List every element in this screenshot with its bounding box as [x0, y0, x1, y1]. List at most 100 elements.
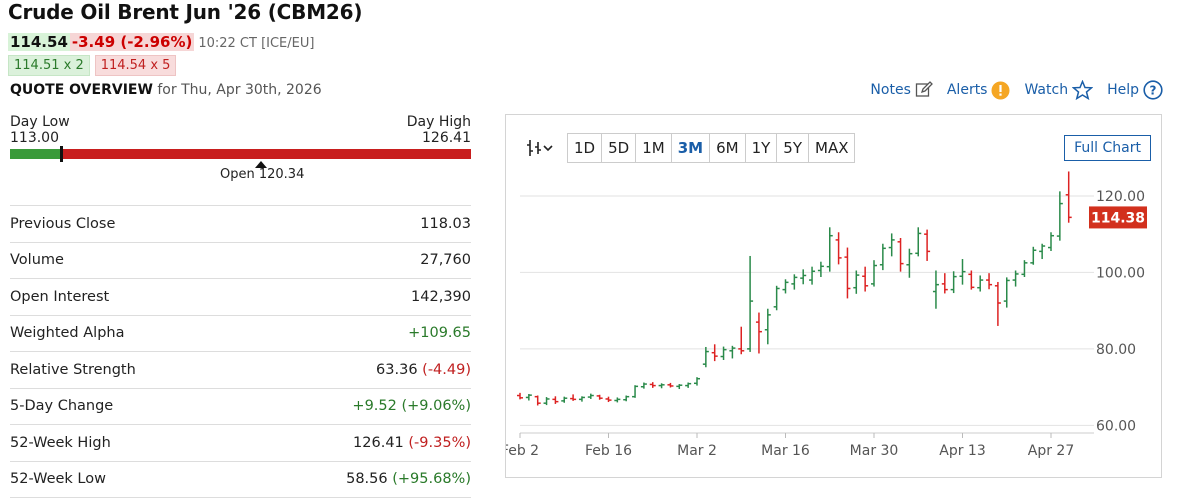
stat-label: 52-Week Low: [10, 471, 106, 487]
ohlc-bar: [968, 271, 974, 290]
ohlc-bar: [791, 274, 797, 289]
ohlc-bar: [951, 271, 957, 293]
ohlc-bar: [1039, 244, 1045, 259]
ohlc-bar: [809, 267, 815, 285]
ohlc-bar: [1057, 191, 1063, 240]
ohlc-bar: [1048, 232, 1054, 251]
ohlc-bar: [561, 397, 567, 403]
stat-value-main: 126.41: [353, 435, 408, 451]
ohlc-bar: [906, 249, 912, 278]
ohlc-bar: [517, 393, 523, 400]
ohlc-bar: [712, 344, 718, 361]
ohlc-bar: [853, 271, 859, 294]
day-low-value: 113.00: [10, 130, 59, 146]
ohlc-bar: [641, 383, 647, 389]
x-tick-label: Apr 13: [939, 443, 985, 459]
watch-link[interactable]: Watch: [1024, 80, 1093, 100]
ohlc-bar: [685, 383, 691, 388]
quote-overview-heading: QUOTE OVERVIEW for Thu, Apr 30th, 2026: [10, 82, 322, 98]
ohlc-bar: [659, 383, 665, 388]
ohlc-bar: [676, 384, 682, 389]
stat-value-main: 118.03: [420, 216, 471, 232]
stat-row: Weighted Alpha+109.65: [10, 316, 471, 353]
x-tick-label: Feb 16: [585, 443, 632, 459]
day-low-label: Day Low: [10, 114, 70, 130]
price-line: 114.54-3.49 (-2.96%)10:22 CT [ICE/EU]: [8, 33, 314, 51]
x-tick-label: Feb 2: [506, 443, 539, 459]
stat-label: Open Interest: [10, 289, 109, 305]
alerts-label: Alerts: [947, 82, 988, 98]
stat-value: 27,760: [420, 252, 471, 268]
ohlc-bar: [570, 394, 576, 401]
ohlc-bar: [818, 262, 824, 277]
quote-overview-label: QUOTE OVERVIEW: [10, 82, 153, 98]
stat-value: 58.56 (+95.68%): [346, 471, 471, 487]
ohlc-bar: [535, 396, 541, 406]
x-tick-label: Mar 2: [677, 443, 717, 459]
ohlc-bar: [623, 396, 629, 402]
notes-link[interactable]: Notes: [870, 81, 932, 99]
ohlc-bar: [729, 346, 735, 359]
ohlc-bar: [667, 383, 673, 388]
stat-label: 5-Day Change: [10, 398, 113, 414]
ohlc-bar: [703, 347, 709, 367]
ohlc-bar: [1021, 260, 1027, 277]
stat-row: 5-Day Change+9.52 (+9.06%): [10, 389, 471, 426]
day-high-label: Day High: [407, 114, 471, 130]
stat-value-main: 63.36: [376, 362, 422, 378]
help-icon: ?: [1143, 80, 1163, 100]
ohlc-bar: [915, 227, 921, 256]
quote-time: 10:22 CT [ICE/EU]: [198, 36, 314, 51]
stat-value: 63.36 (-4.49): [376, 362, 471, 378]
last-price: 114.54: [8, 33, 70, 51]
day-range: Day Low Day High 113.00 126.41 Open 120.…: [10, 114, 471, 159]
ohlc-bar: [924, 230, 930, 261]
alert-icon: [991, 81, 1010, 100]
ohlc-bar: [986, 273, 992, 289]
stat-value-main: 142,390: [411, 289, 471, 305]
ohlc-bar: [827, 227, 833, 271]
y-tick-label: 60.00: [1096, 418, 1136, 434]
ohlc-bar: [933, 271, 939, 309]
range-fill-high: [61, 149, 471, 159]
page-title: Crude Oil Brent Jun '26 (CBM26): [8, 0, 362, 24]
x-tick-label: Mar 30: [850, 443, 899, 459]
ohlc-bar: [747, 256, 753, 352]
stat-value: 126.41 (-9.35%): [353, 435, 471, 451]
stat-value-extra: (-4.49): [422, 362, 471, 378]
x-tick-label: Apr 27: [1028, 443, 1074, 459]
day-range-bar: Open 120.34: [10, 149, 471, 159]
ohlc-bar: [756, 313, 762, 354]
stat-value-extra: (+95.68%): [392, 471, 471, 487]
ohlc-bar: [889, 233, 895, 256]
y-tick-label: 120.00: [1096, 189, 1145, 205]
stat-value-main: 58.56: [346, 471, 392, 487]
ohlc-bar: [960, 259, 966, 285]
alerts-link[interactable]: Alerts: [947, 81, 1011, 100]
ohlc-bar: [1004, 277, 1010, 307]
help-label: Help: [1107, 82, 1139, 98]
stat-value: 142,390: [411, 289, 471, 305]
stat-label: Relative Strength: [10, 362, 136, 378]
help-link[interactable]: Help ?: [1107, 80, 1163, 100]
notes-label: Notes: [870, 82, 910, 98]
action-links: Notes Alerts Watch Help ?: [870, 80, 1163, 100]
ohlc-bar: [995, 282, 1001, 326]
ohlc-bar: [880, 244, 886, 270]
ohlc-bar: [1030, 247, 1036, 265]
ohlc-bar: [579, 396, 585, 401]
y-tick-label: 80.00: [1096, 342, 1136, 358]
stat-label: Volume: [10, 252, 64, 268]
x-tick-label: Mar 16: [761, 443, 810, 459]
stat-value-main: 27,760: [420, 252, 471, 268]
ohlc-bar: [844, 248, 850, 299]
ohlc-bar: [765, 309, 771, 345]
ohlc-bar: [774, 286, 780, 310]
stat-value-extra: (-9.35%): [408, 435, 471, 451]
ohlc-bar: [694, 377, 700, 385]
stat-label: Weighted Alpha: [10, 325, 124, 341]
ask-badge: 114.54 x 5: [95, 55, 177, 76]
